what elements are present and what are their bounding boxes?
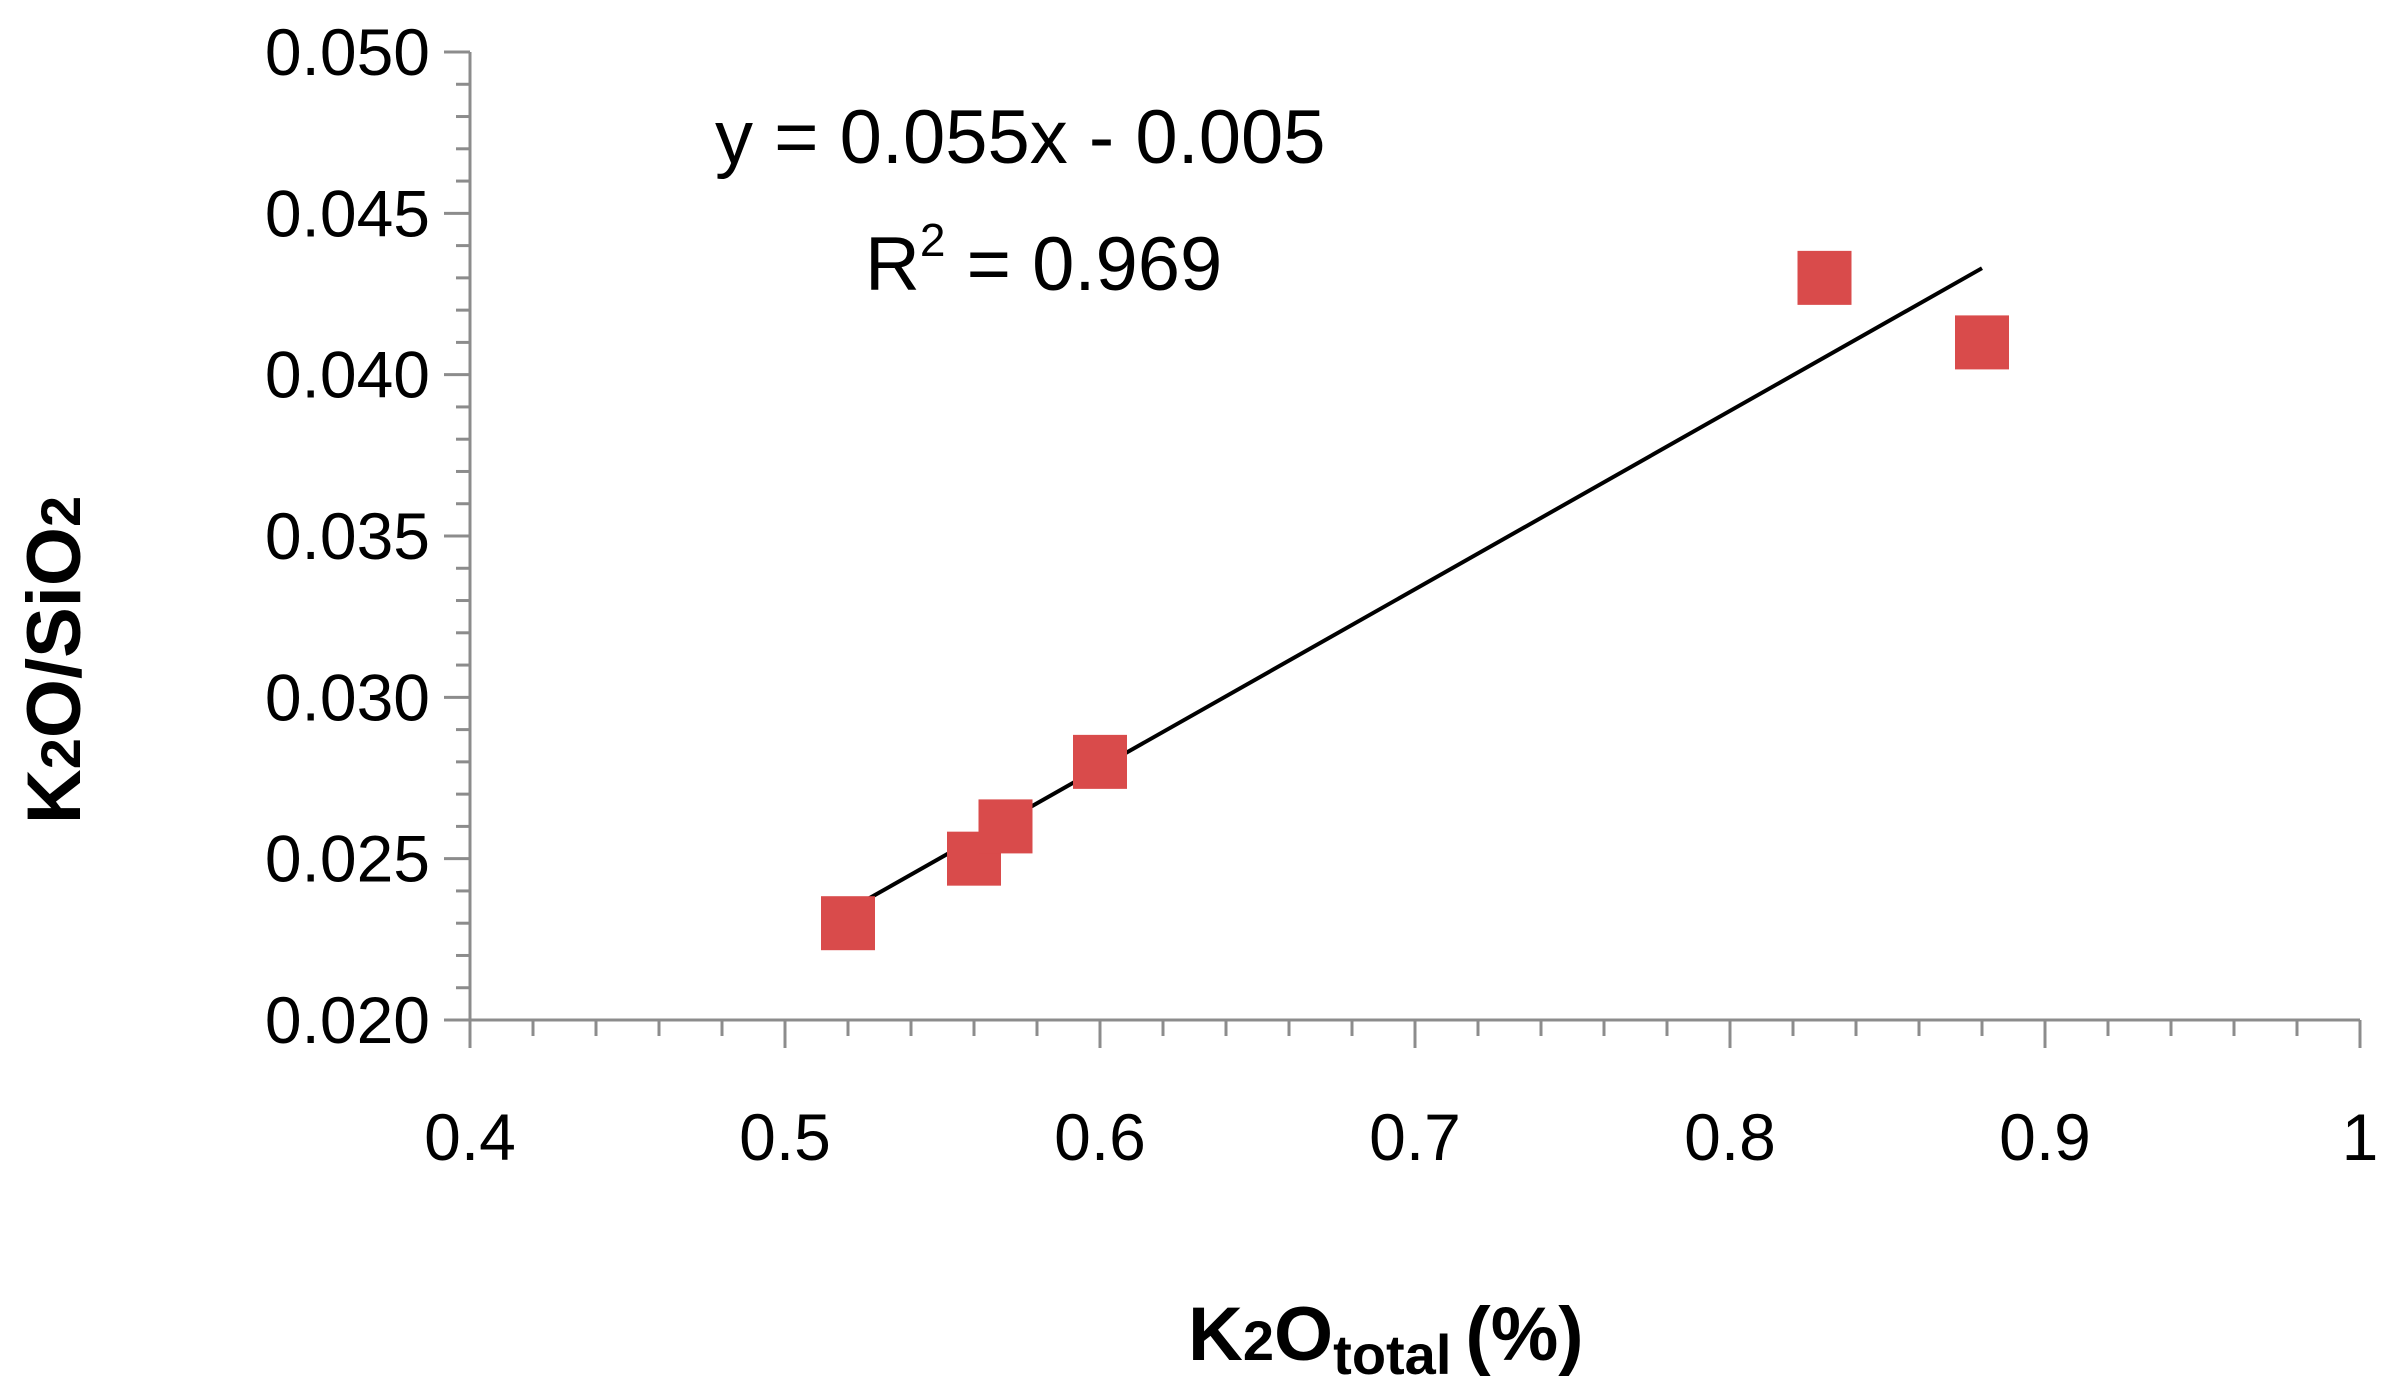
y-tick-label: 0.020 [265,983,430,1057]
trendline-group [847,266,1983,913]
data-point [1797,250,1852,305]
r-squared-value: = 0.969 [945,222,1222,307]
trendline [847,266,1983,913]
x-tick-label: 0.7 [1369,1100,1461,1174]
x-tick-label: 0.4 [424,1100,516,1174]
y-title-mid: O/SiO [12,527,97,738]
data-point [1073,734,1127,789]
x-title-suffix: (%) [1465,1292,1583,1377]
x-tick-label: 0.6 [1054,1100,1146,1174]
r-squared-prefix: R [865,222,920,307]
axes-group [468,52,2360,1022]
data-point [1955,315,2009,370]
x-tick-label: 0.8 [1684,1100,1776,1174]
y-title-k: K [12,769,97,824]
y-ticks-group: 0.020 0.025 0.030 0.035 0.040 0.045 0.050 [265,15,470,1057]
y-tick-label: 0.035 [265,499,430,573]
x-tick-label: 0.5 [739,1100,831,1174]
r-squared-superscript: 2 [920,214,946,266]
y-tick-label: 0.025 [265,822,430,896]
y-tick-label: 0.030 [265,660,430,734]
data-points-group [821,250,2009,951]
x-tick-label: 1 [2342,1100,2379,1174]
y-title-sub-2: 2 [29,738,92,769]
x-ticks-group: 0.4 0.5 0.6 0.7 0.8 0.9 1 [424,1020,2378,1174]
y-tick-label: 0.040 [265,338,430,412]
r-squared-label: R2 = 0.969 [865,214,1222,307]
x-title-sub-2: 2 [1243,1309,1274,1372]
data-point [821,896,875,951]
x-title-o: O [1274,1292,1333,1377]
trendline-equation: y = 0.055x - 0.005 [715,95,1326,180]
x-title-sub-total: total [1333,1323,1451,1386]
y-axis-title: K2O/SiO2 [12,496,97,824]
y-tick-label: 0.050 [265,15,430,89]
y-tick-label: 0.045 [265,176,430,250]
x-tick-label: 0.9 [1999,1100,2091,1174]
data-point [978,799,1033,854]
x-title-k: K [1188,1292,1243,1377]
x-axis-title: K2Ototal (%) [1188,1292,1584,1386]
y-title-sub-2b: 2 [29,496,92,527]
